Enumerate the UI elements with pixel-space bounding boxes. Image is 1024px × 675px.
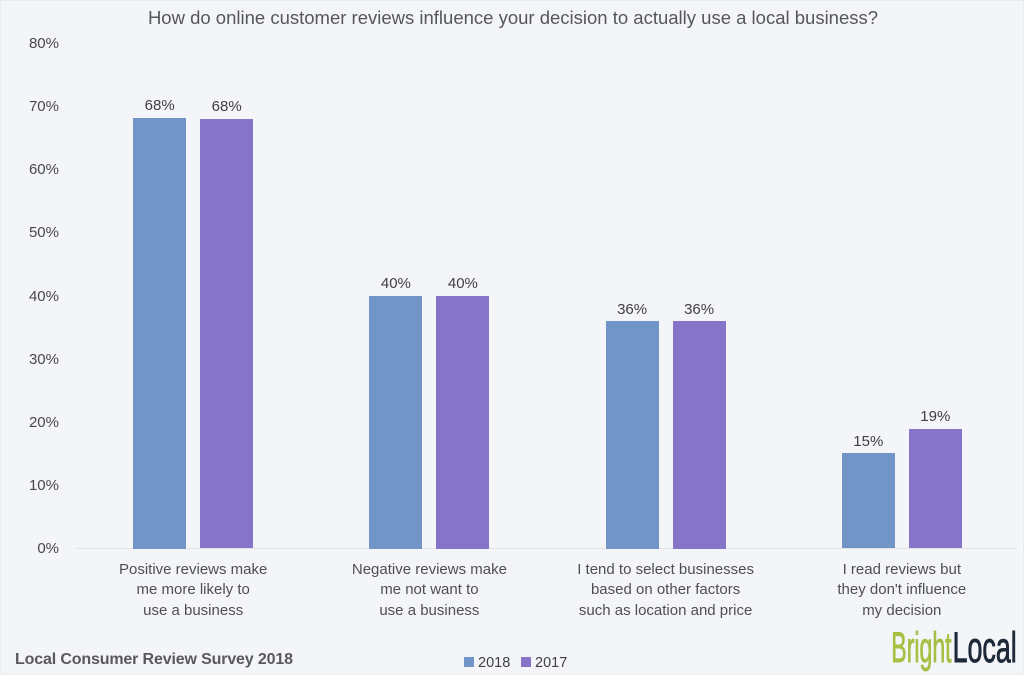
svg-text:Local: Local bbox=[953, 624, 1017, 672]
svg-text:Bright: Bright bbox=[891, 624, 951, 672]
